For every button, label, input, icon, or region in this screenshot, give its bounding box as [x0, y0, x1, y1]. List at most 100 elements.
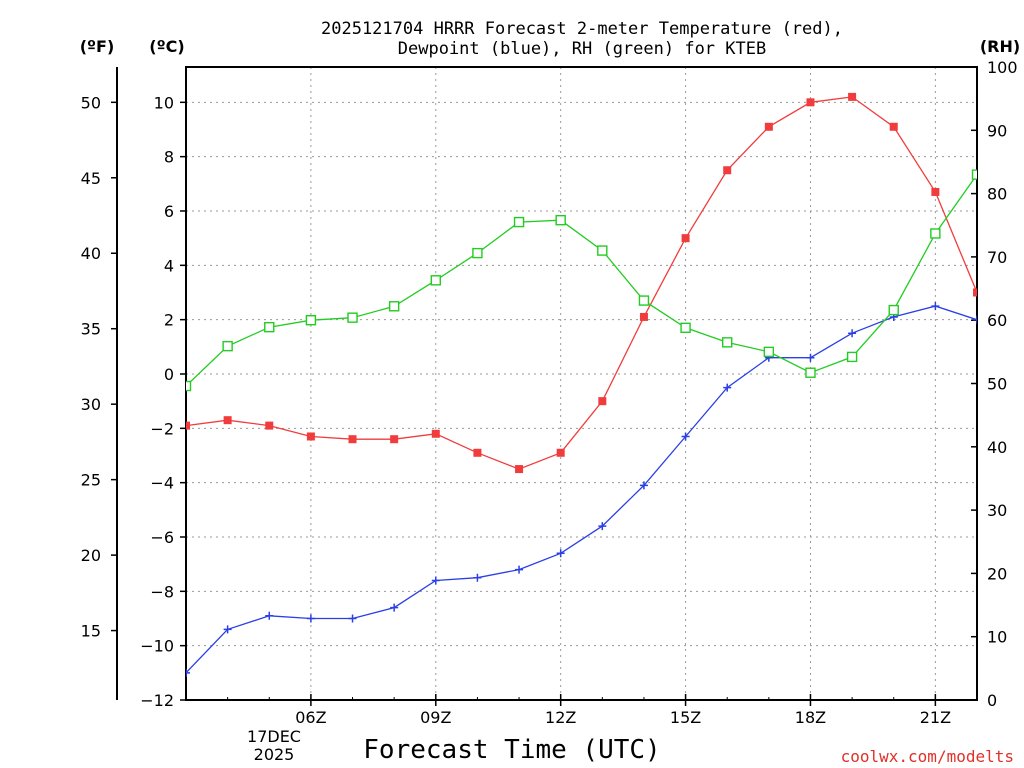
rh-tick-label: 40: [987, 438, 1007, 457]
x-tick-label: 12Z: [545, 708, 576, 727]
rh-point: [264, 321, 275, 333]
dewpoint-point: [265, 611, 274, 620]
temperature-point: [265, 421, 274, 430]
rh-line: [186, 174, 977, 387]
dewpoint-point: [473, 573, 482, 582]
x-tick-label: 06Z: [295, 708, 326, 727]
fahrenheit-tick-label: 30: [81, 395, 101, 414]
dewpoint-point: [556, 549, 565, 558]
rh-point: [186, 380, 192, 392]
celsius-tick-label: −6: [150, 528, 174, 547]
dewpoint-point: [186, 668, 190, 677]
dewpoint-series: [186, 302, 977, 677]
temperature-point: [390, 435, 399, 444]
rh-point: [722, 337, 733, 348]
data-series: [186, 92, 977, 677]
rh-point: [305, 315, 317, 326]
dewpoint-point: [223, 625, 232, 634]
celsius-tick-label: −12: [140, 691, 174, 710]
grid-lines: [186, 67, 977, 700]
date-label-line-1: 17DEC: [247, 727, 301, 746]
dewpoint-point: [515, 565, 524, 574]
temperature-series: [186, 92, 977, 474]
rh-tick-label: 60: [987, 311, 1007, 330]
temperature-point: [306, 432, 315, 441]
temperature-point: [473, 448, 482, 457]
rh-point: [513, 216, 525, 228]
temperature-point: [848, 92, 857, 101]
dewpoint-point: [723, 383, 732, 392]
temperature-point: [681, 234, 690, 243]
fahrenheit-tick-label: 15: [81, 622, 101, 641]
temperature-point: [515, 465, 524, 474]
celsius-tick-label: −2: [150, 419, 174, 438]
dewpoint-point: [931, 302, 940, 311]
temperature-point: [348, 435, 357, 444]
chart-title-line-2: Dewpoint (blue), RH (green) for KTEB: [398, 39, 766, 59]
rh-unit-label: (RH): [980, 37, 1020, 56]
rh-point: [638, 295, 650, 306]
fahrenheit-unit-label: (ºF): [80, 37, 115, 56]
rh-tick-label: 50: [987, 375, 1007, 394]
rh-point: [430, 275, 441, 286]
temperature-line: [186, 96, 977, 470]
temperature-point: [223, 416, 232, 425]
celsius-tick-label: −8: [150, 582, 174, 601]
rh-tick-label: 100: [987, 58, 1018, 77]
celsius-tick-label: −4: [150, 474, 174, 493]
dewpoint-point: [431, 576, 440, 585]
dewpoint-point: [639, 481, 648, 490]
dewpoint-point: [973, 315, 977, 324]
dewpoint-line: [186, 305, 977, 674]
x-tick-label: 15Z: [670, 708, 701, 727]
rh-point: [763, 346, 775, 358]
rh-point: [472, 247, 483, 259]
celsius-tick-label: 8: [164, 148, 174, 167]
celsius-tick-label: 2: [164, 311, 174, 330]
temperature-point: [973, 288, 977, 297]
dewpoint-point: [806, 353, 815, 362]
rh-tick-label: 70: [987, 248, 1007, 267]
fahrenheit-tick-label: 40: [81, 244, 101, 263]
dewpoint-point: [598, 522, 607, 531]
temperature-point: [598, 397, 607, 406]
chart-title-line-1: 2025121704 HRRR Forecast 2-meter Tempera…: [321, 19, 843, 39]
rh-point: [388, 301, 400, 312]
rh-point: [222, 340, 233, 352]
rh-tick-label: 0: [987, 691, 997, 710]
credit-text: coolwx.com/modelts: [841, 747, 1014, 766]
rh-tick-label: 20: [987, 564, 1007, 583]
celsius-tick-label: 4: [164, 256, 174, 275]
rh-point: [805, 367, 816, 378]
dewpoint-point: [681, 432, 690, 441]
rh-point: [971, 169, 977, 180]
dewpoint-point: [348, 614, 357, 623]
rh-point: [888, 304, 899, 316]
rh-tick-label: 90: [987, 121, 1007, 140]
rh-tick-label: 30: [987, 501, 1007, 520]
fahrenheit-tick-label: 20: [81, 546, 101, 565]
rh-point: [680, 322, 691, 333]
celsius-tick-label: 10: [154, 93, 174, 112]
x-tick-label: 09Z: [420, 708, 451, 727]
rh-point: [555, 214, 566, 226]
x-tick-label: 21Z: [920, 708, 951, 727]
rh-point: [597, 245, 608, 256]
rh-tick-label: 10: [987, 628, 1007, 647]
temperature-point: [186, 421, 190, 430]
fahrenheit-tick-label: 45: [81, 169, 101, 188]
celsius-tick-label: −10: [140, 637, 174, 656]
plot-frame: [185, 66, 978, 701]
dewpoint-point: [306, 614, 315, 623]
x-tick-label: 18Z: [795, 708, 826, 727]
date-label-line-2: 2025: [254, 745, 295, 764]
rh-point: [846, 351, 858, 363]
x-axis-title: Forecast Time (UTC): [363, 735, 660, 765]
rh-tick-label: 80: [987, 185, 1007, 204]
temperature-point: [889, 122, 898, 131]
temperature-point: [806, 98, 815, 107]
temperature-point: [431, 429, 440, 438]
temperature-point: [931, 187, 940, 196]
